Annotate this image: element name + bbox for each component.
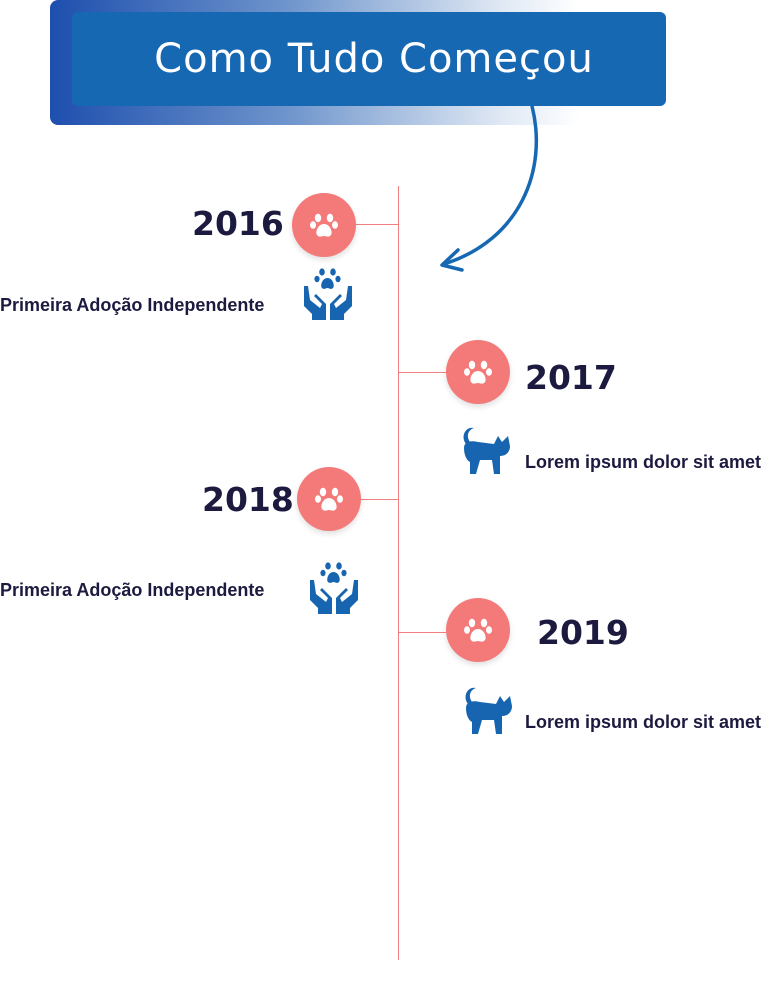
paw-marker (446, 340, 510, 404)
paw-icon (464, 360, 492, 384)
cat-icon (463, 427, 510, 474)
header-banner: Como Tudo Começou (72, 12, 666, 106)
event-label: Primeira Adoção Independente (0, 295, 265, 315)
connector-2016 (356, 224, 399, 225)
paw-icon (310, 213, 338, 237)
connector-2019 (399, 632, 446, 633)
timeline-axis (398, 186, 399, 960)
year-label: 2016 (192, 204, 284, 243)
connector-2017 (399, 372, 447, 373)
curved-arrow-icon (440, 104, 539, 272)
cat-icon (465, 687, 512, 734)
year-label: 2017 (525, 358, 617, 397)
event-label: Lorem ipsum dolor sit amet (525, 712, 762, 732)
hands-paw-icon (304, 268, 352, 320)
year-label: 2019 (537, 613, 629, 652)
connector-2018 (360, 499, 399, 500)
paw-icon (464, 618, 492, 642)
paw-marker (446, 598, 510, 662)
paw-marker (292, 193, 356, 257)
paw-icon (315, 487, 343, 511)
page-title: Como Tudo Começou (154, 36, 594, 82)
event-label: Lorem ipsum dolor sit amet (525, 452, 762, 472)
event-label: Primeira Adoção Independente (0, 580, 265, 600)
paw-marker (297, 467, 361, 531)
year-label: 2018 (202, 480, 294, 519)
hands-paw-icon (310, 562, 358, 614)
